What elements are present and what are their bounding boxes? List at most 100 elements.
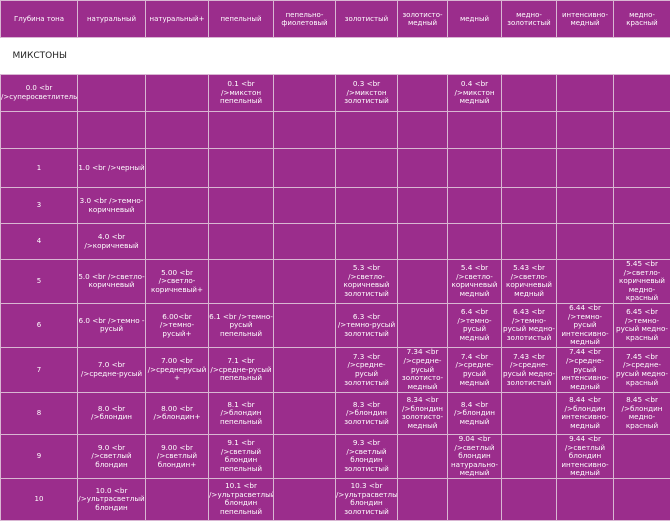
header-ash-violet: пепельно-фиолетовый (274, 1, 336, 38)
shade-cell (336, 112, 398, 149)
shade-cell: 5.43 <br />светло-коричневый медный (502, 260, 557, 304)
shade-cell: 9.3 <br />светлый блондин золотистый (336, 434, 398, 478)
depth-cell: 5 (1, 260, 78, 304)
shade-cell (448, 149, 502, 188)
shade-cell: 6.00<br />темно-русый+ (146, 303, 209, 347)
shade-cell: 8.45 <br />блондин медно-красный (614, 392, 670, 434)
shade-cell: 7.44 <br />средне-русый интенсивно-медны… (557, 347, 614, 392)
section-row: МИКСТОНЫ (1, 38, 670, 75)
header-golden: золотистый (336, 1, 398, 38)
shade-cell (502, 112, 557, 149)
shade-cell: 6.0 <br />темно - русый (78, 303, 146, 347)
shade-cell (502, 75, 557, 112)
shade-cell: 10.0 <br />ультрасветлый блондин (78, 478, 146, 520)
shade-cell (614, 434, 670, 478)
shade-cell: 7.4 <br />средне-русый медный (448, 347, 502, 392)
shade-cell (502, 188, 557, 224)
shade-cell (209, 149, 274, 188)
shade-cell (448, 112, 502, 149)
header-copper: медный (448, 1, 502, 38)
shade-cell (274, 75, 336, 112)
depth-cell: 7 (1, 347, 78, 392)
shade-cell (398, 434, 448, 478)
shade-cell (557, 149, 614, 188)
shade-cell: 8.4 <br />блондин медный (448, 392, 502, 434)
shade-cell: 5.45 <br />светло-коричневый медно-красн… (614, 260, 670, 304)
depth-cell: 6 (1, 303, 78, 347)
shade-cell: 8.34 <br />блондин золотисто-медный (398, 392, 448, 434)
shade-cell: 8.1 <br />блондин пепельный (209, 392, 274, 434)
shade-cell: 6.3 <br />темно-русый золотистый (336, 303, 398, 347)
shade-cell (146, 149, 209, 188)
shade-cell: 8.0 <br />блондин (78, 392, 146, 434)
shade-cell (448, 478, 502, 520)
shade-cell (557, 478, 614, 520)
shade-cell (78, 112, 146, 149)
shade-cell: 5.00 <br />светло-коричневый+ (146, 260, 209, 304)
shade-cell: 1.0 <br />черный (78, 149, 146, 188)
table-row (1, 112, 670, 149)
shade-cell (274, 112, 336, 149)
shade-cell (502, 478, 557, 520)
shade-cell: 0.1 <br />микстон пепельный (209, 75, 274, 112)
depth-cell: 8 (1, 392, 78, 434)
depth-cell: 3 (1, 188, 78, 224)
shade-cell: 0.4 <br />микстон медный (448, 75, 502, 112)
shade-cell (502, 392, 557, 434)
shade-cell (209, 112, 274, 149)
shade-cell (274, 188, 336, 224)
shade-cell (614, 478, 670, 520)
shade-cell: 7.0 <br />средне-русый (78, 347, 146, 392)
shade-cell: 8.00 <br />блондин+ (146, 392, 209, 434)
shade-cell (557, 260, 614, 304)
shade-cell (274, 434, 336, 478)
header-ash: пепельный (209, 1, 274, 38)
header-natural-plus: натуральный+ (146, 1, 209, 38)
shade-cell (398, 149, 448, 188)
shade-cell (614, 75, 670, 112)
shade-cell (614, 188, 670, 224)
depth-cell: 1 (1, 149, 78, 188)
shade-cell (274, 149, 336, 188)
shade-cell (398, 75, 448, 112)
shade-cell (209, 188, 274, 224)
section-title: МИКСТОНЫ (1, 38, 670, 75)
shade-cell (78, 75, 146, 112)
depth-cell (1, 112, 78, 149)
shade-cell (336, 188, 398, 224)
shade-cell (614, 224, 670, 260)
shade-cell (502, 149, 557, 188)
shade-cell: 3.0 <br />темно-коричневый (78, 188, 146, 224)
shade-cell: 7.3 <br />средне-русый золотистый (336, 347, 398, 392)
shade-cell (398, 303, 448, 347)
shade-cell: 8.3 <br />блондин золотистый (336, 392, 398, 434)
depth-cell: 9 (1, 434, 78, 478)
shade-cell (274, 392, 336, 434)
shade-cell: 8.44 <br />блондин интенсивно-медный (557, 392, 614, 434)
shade-cell (614, 112, 670, 149)
shade-cell (614, 149, 670, 188)
depth-cell: 4 (1, 224, 78, 260)
shade-cell: 9.00 <br />светлый блондин+ (146, 434, 209, 478)
shade-cell: 5.0 <br />светло-коричневый (78, 260, 146, 304)
table-row: 0.0 <br />суперосветлитель 0.1 <br />микс… (1, 75, 670, 112)
shade-cell: 9.1 <br />светлый блондин пепельный (209, 434, 274, 478)
depth-cell: 0.0 <br />суперосветлитель (1, 75, 78, 112)
shade-cell (146, 224, 209, 260)
shade-cell (557, 75, 614, 112)
shade-cell: 9.44 <br />светлый блондин интенсивно-ме… (557, 434, 614, 478)
shade-cell (398, 188, 448, 224)
shade-cell (398, 478, 448, 520)
shade-cell (336, 224, 398, 260)
shade-cell: 10.1 <br />ультрасветлый блондин пепельн… (209, 478, 274, 520)
shade-cell (146, 478, 209, 520)
shade-cell (398, 260, 448, 304)
shade-cell (274, 478, 336, 520)
header-natural: натуральный (78, 1, 146, 38)
